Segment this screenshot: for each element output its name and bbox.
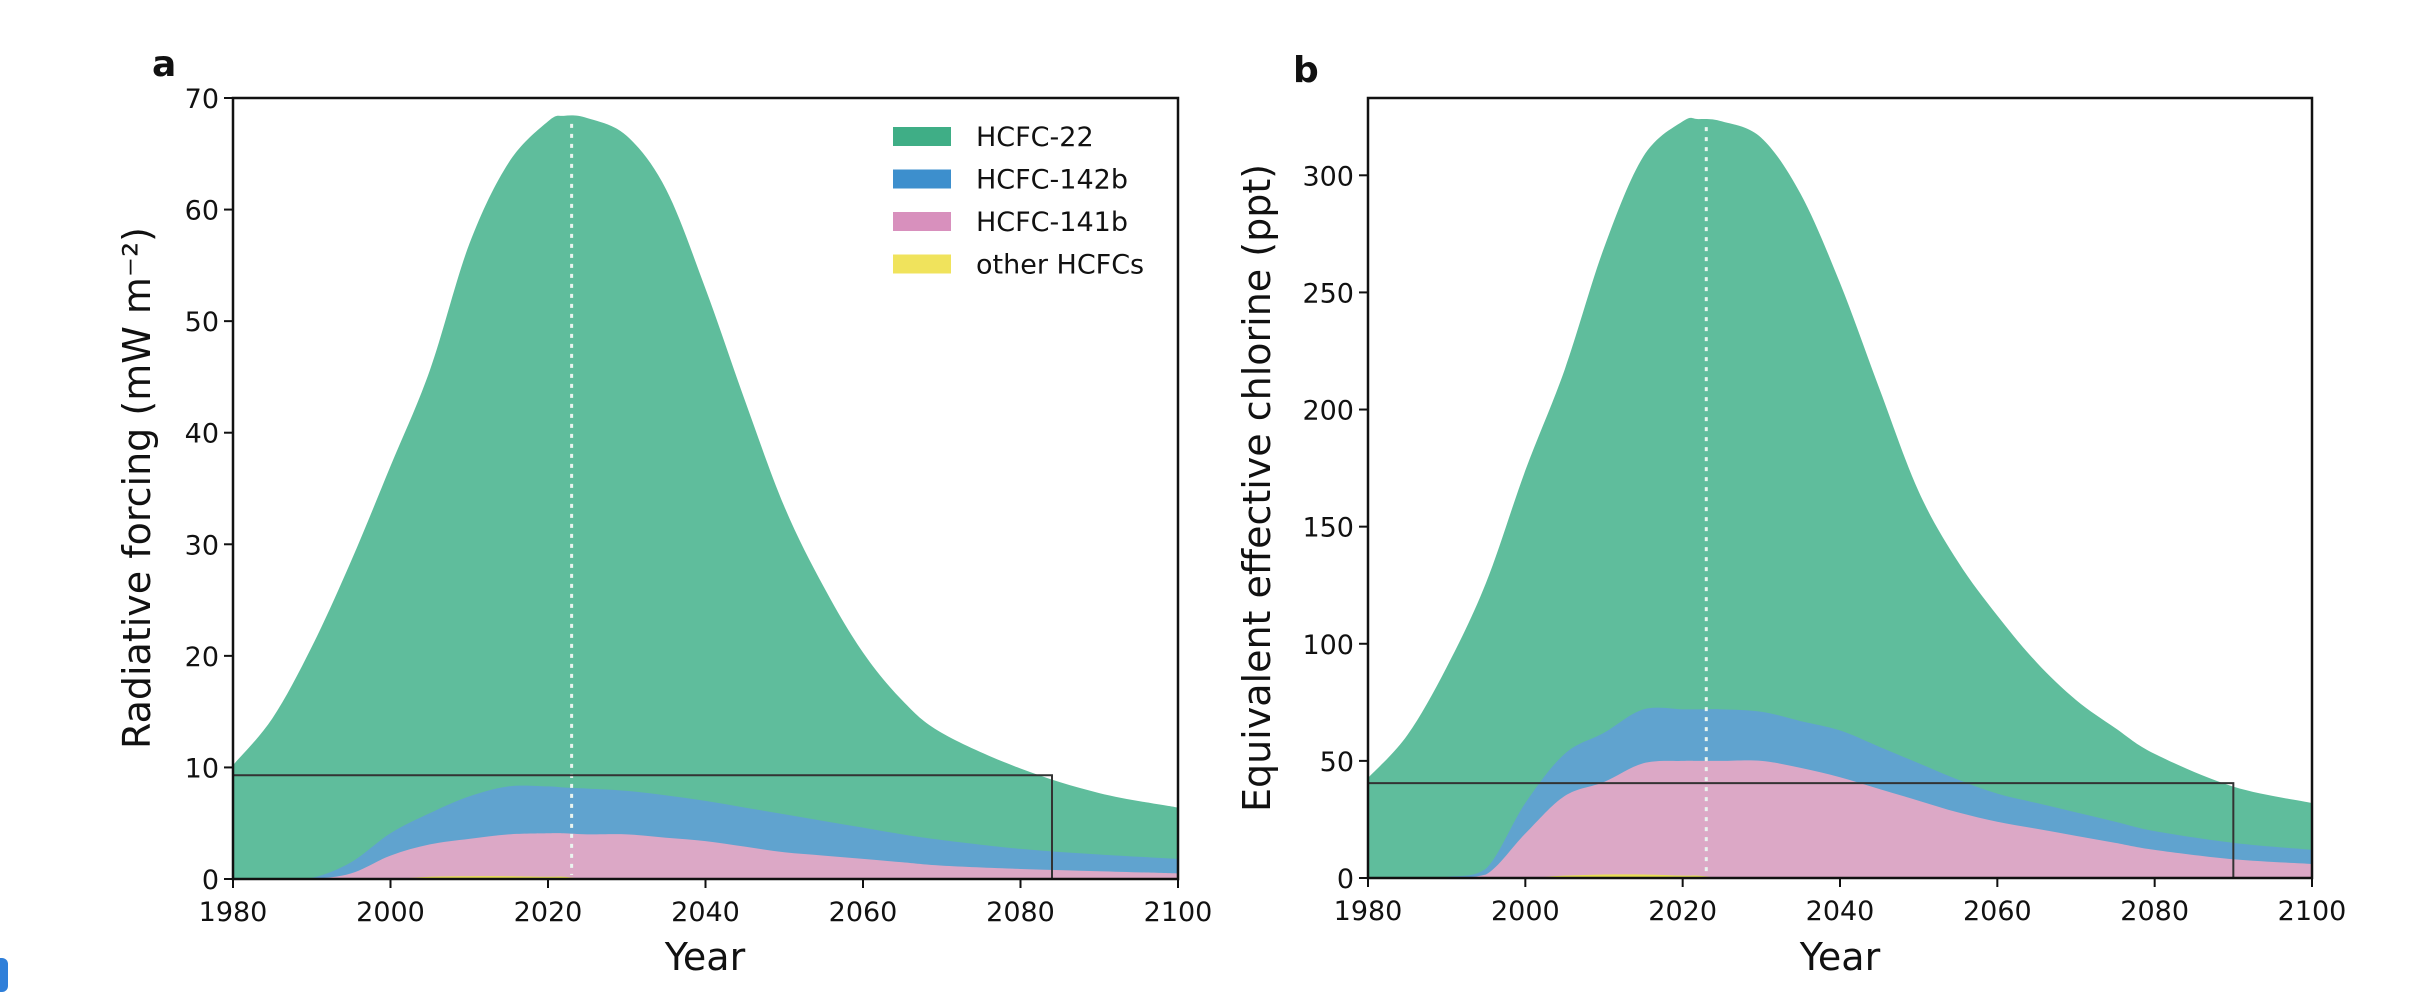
x-tick-label: 2000	[356, 897, 425, 928]
y-tick-label: 20	[185, 642, 219, 673]
area-hcfc-22-b	[1368, 117, 2312, 879]
x-axis-label-b: Year	[1799, 935, 1881, 979]
x-tick-label: 1980	[1334, 896, 1403, 927]
x-tick-label: 2020	[1648, 896, 1717, 927]
area-layers-b	[1368, 117, 2312, 879]
legend-label: HCFC-142b	[976, 165, 1128, 196]
x-axis-label-a: Year	[664, 935, 746, 979]
y-axis-label-a: Radiative forcing (mW m⁻²)	[115, 227, 159, 749]
y-ticks-b: 0 50 100 150 200 250 300	[1302, 161, 1368, 895]
y-tick-label: 10	[185, 753, 219, 784]
x-tick-label: 2060	[1963, 896, 2032, 927]
panel-label-a: a	[152, 44, 176, 85]
x-tick-label: 2040	[1806, 896, 1875, 927]
legend: HCFC-22 HCFC-142b HCFC-141b other HCFCs	[893, 122, 1144, 281]
legend-label: HCFC-22	[976, 122, 1094, 153]
y-tick-label: 50	[185, 307, 219, 338]
y-tick-label: 50	[1320, 747, 1354, 778]
x-tick-label: 2020	[514, 897, 583, 928]
y-tick-label: 60	[185, 196, 219, 227]
y-tick-label: 0	[202, 865, 219, 896]
y-tick-label: 300	[1302, 161, 1354, 192]
area-hcfc-141b-a	[233, 833, 1178, 879]
y-tick-label: 70	[185, 84, 219, 115]
panel-a: a 0 10 20 30 40 50 60 70 1980 2000 2020 2040 2060 20…	[115, 44, 1212, 979]
y-tick-label: 40	[185, 419, 219, 450]
y-tick-label: 200	[1302, 396, 1354, 427]
y-tick-label: 0	[1337, 864, 1354, 895]
area-layers-a	[233, 115, 1178, 879]
x-ticks-a: 1980 2000 2020 2040 2060 2080 2100	[199, 879, 1213, 928]
x-tick-label: 2060	[829, 897, 898, 928]
x-tick-label: 1980	[199, 897, 268, 928]
y-tick-label: 100	[1302, 630, 1354, 661]
legend-label: other HCFCs	[976, 250, 1144, 281]
area-hcfc-141b-b	[1368, 760, 2312, 878]
panel-label-b: b	[1293, 50, 1319, 91]
y-tick-label: 250	[1302, 278, 1354, 309]
y-axis-label-b: Equivalent effective chlorine (ppt)	[1235, 164, 1279, 812]
x-tick-label: 2080	[2120, 896, 2189, 927]
y-tick-label: 150	[1302, 513, 1354, 544]
legend-swatch-other-hcfcs	[893, 254, 951, 274]
x-tick-label: 2100	[1144, 897, 1213, 928]
legend-label: HCFC-141b	[976, 207, 1128, 238]
x-tick-label: 2080	[986, 897, 1055, 928]
legend-swatch-hcfc-22	[893, 127, 951, 146]
x-tick-label: 2040	[671, 897, 740, 928]
x-tick-label: 2000	[1491, 896, 1560, 927]
legend-swatch-hcfc-142b	[893, 169, 951, 189]
x-tick-label: 2100	[2278, 896, 2347, 927]
x-ticks-b: 1980 2000 2020 2040 2060 2080 2100	[1334, 878, 2347, 927]
legend-swatch-hcfc-141b	[893, 212, 951, 231]
area-hcfc-22-a	[233, 115, 1178, 879]
y-tick-label: 30	[185, 530, 219, 561]
page-edge-mark	[0, 958, 8, 992]
y-ticks-a: 0 10 20 30 40 50 60 70	[185, 84, 233, 896]
panel-b: b 0 50 100 150 200 250 300 1980 2000 2020 2040 206…	[1235, 50, 2346, 979]
